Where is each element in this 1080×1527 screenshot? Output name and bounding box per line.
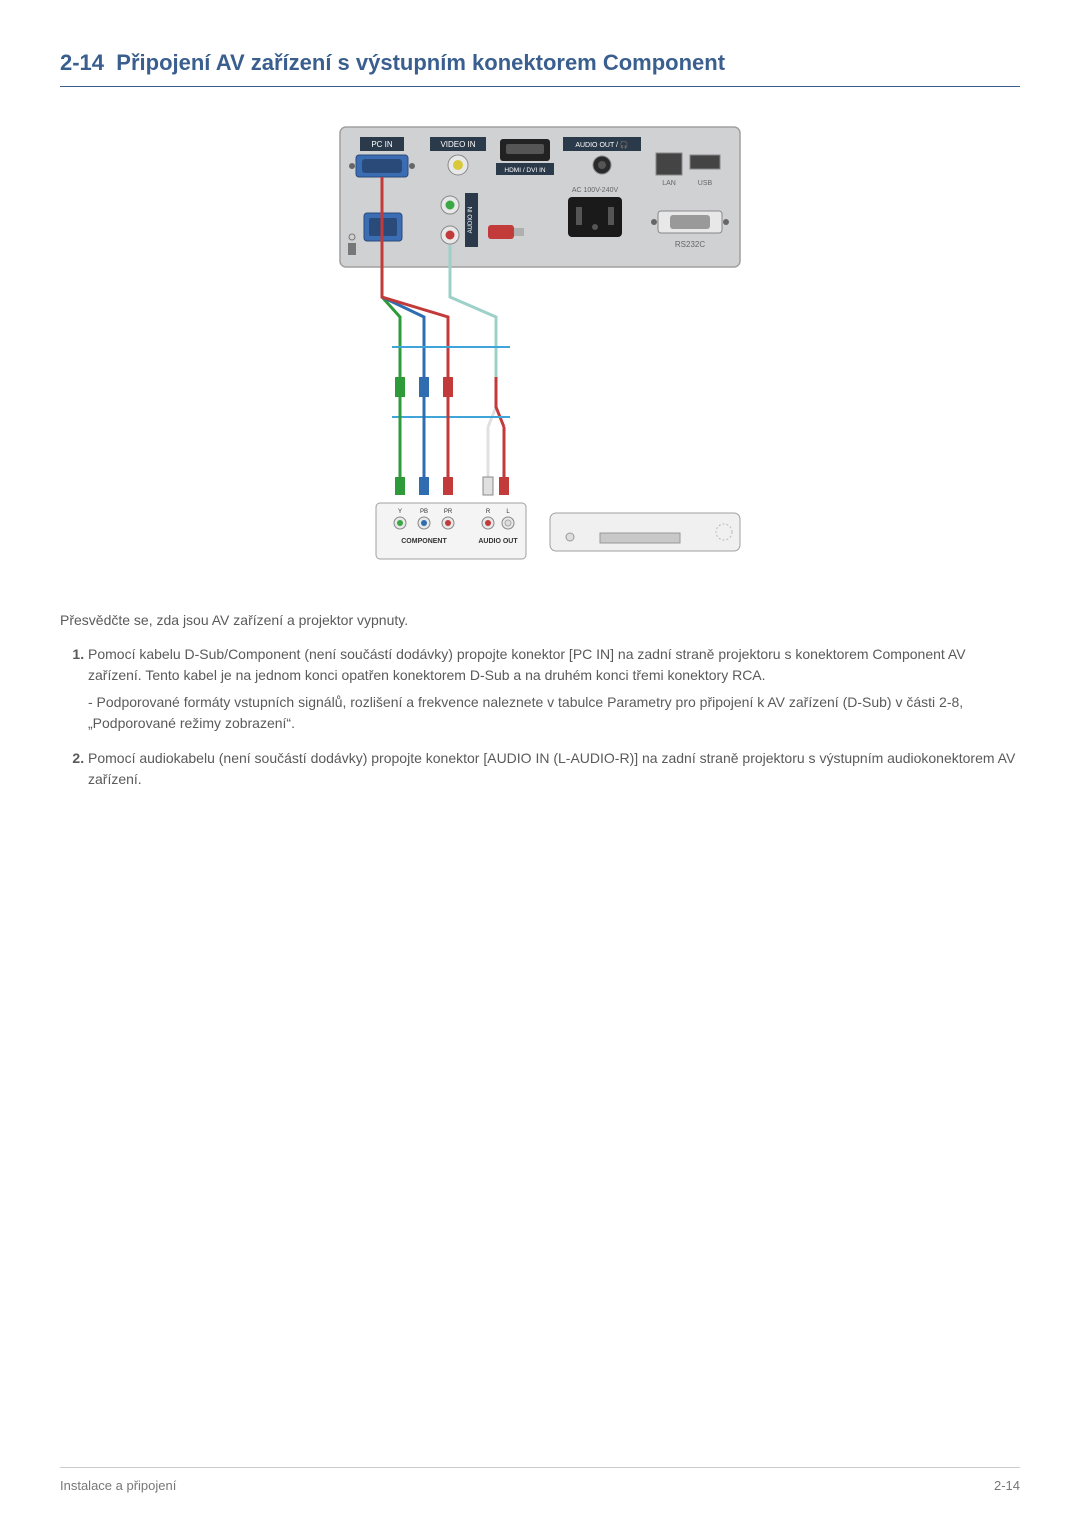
- diagram-svg: PC IN VIDEO IN AUDIO OUT / 🎧 HDMI / DVI …: [300, 117, 780, 577]
- label-pc-in: PC IN: [371, 140, 393, 149]
- audio-out-jack: [598, 161, 606, 169]
- footer-right: 2-14: [994, 1478, 1020, 1493]
- label-rs232c: RS232C: [675, 240, 705, 249]
- connection-diagram: PC IN VIDEO IN AUDIO OUT / 🎧 HDMI / DVI …: [60, 117, 1020, 582]
- audio-in-r: [446, 231, 455, 240]
- label-audio-in: AUDIO IN: [468, 207, 474, 234]
- steps-list: Pomocí kabelu D-Sub/Component (není souč…: [60, 644, 1020, 790]
- security-slot: [348, 243, 356, 255]
- label-pr: PR: [444, 509, 453, 515]
- label-usb: USB: [698, 180, 713, 187]
- label-audio-out-dev: AUDIO OUT: [478, 538, 518, 545]
- label-ac: AC 100V-240V: [572, 187, 619, 194]
- section-heading: 2-14 Připojení AV zařízení s výstupním k…: [60, 50, 1020, 87]
- label-audio-out: AUDIO OUT / 🎧: [575, 140, 629, 149]
- label-video-in: VIDEO IN: [440, 140, 475, 149]
- label-component: COMPONENT: [401, 538, 447, 545]
- step-1-main: Pomocí kabelu D-Sub/Component (není souč…: [88, 646, 966, 683]
- label-y: Y: [398, 509, 402, 515]
- step-1: Pomocí kabelu D-Sub/Component (není souč…: [88, 644, 1020, 734]
- usb-port: [690, 155, 720, 169]
- step-2: Pomocí audiokabelu (není součástí dodávk…: [88, 748, 1020, 790]
- step-1-sub: - Podporované formáty vstupních signálů,…: [88, 692, 1020, 734]
- intro-text: Přesvědčte se, zda jsou AV zařízení a pr…: [60, 612, 1020, 628]
- heading-title: Připojení AV zařízení s výstupním konekt…: [116, 50, 725, 75]
- video-rca-yellow: [453, 160, 463, 170]
- lan-port: [656, 153, 682, 175]
- plugged-rca: [488, 225, 514, 239]
- label-r: R: [486, 509, 491, 515]
- label-hdmi: HDMI / DVI IN: [504, 167, 545, 174]
- audio-in-l: [446, 201, 455, 210]
- dvd-player: [550, 513, 740, 551]
- label-lan: LAN: [662, 180, 676, 187]
- heading-number: 2-14: [60, 50, 104, 75]
- footer-left: Instalace a připojení: [60, 1478, 176, 1493]
- step-2-main: Pomocí audiokabelu (není součástí dodávk…: [88, 750, 1015, 787]
- page-footer: Instalace a připojení 2-14: [60, 1467, 1020, 1493]
- label-pb: PB: [420, 509, 428, 515]
